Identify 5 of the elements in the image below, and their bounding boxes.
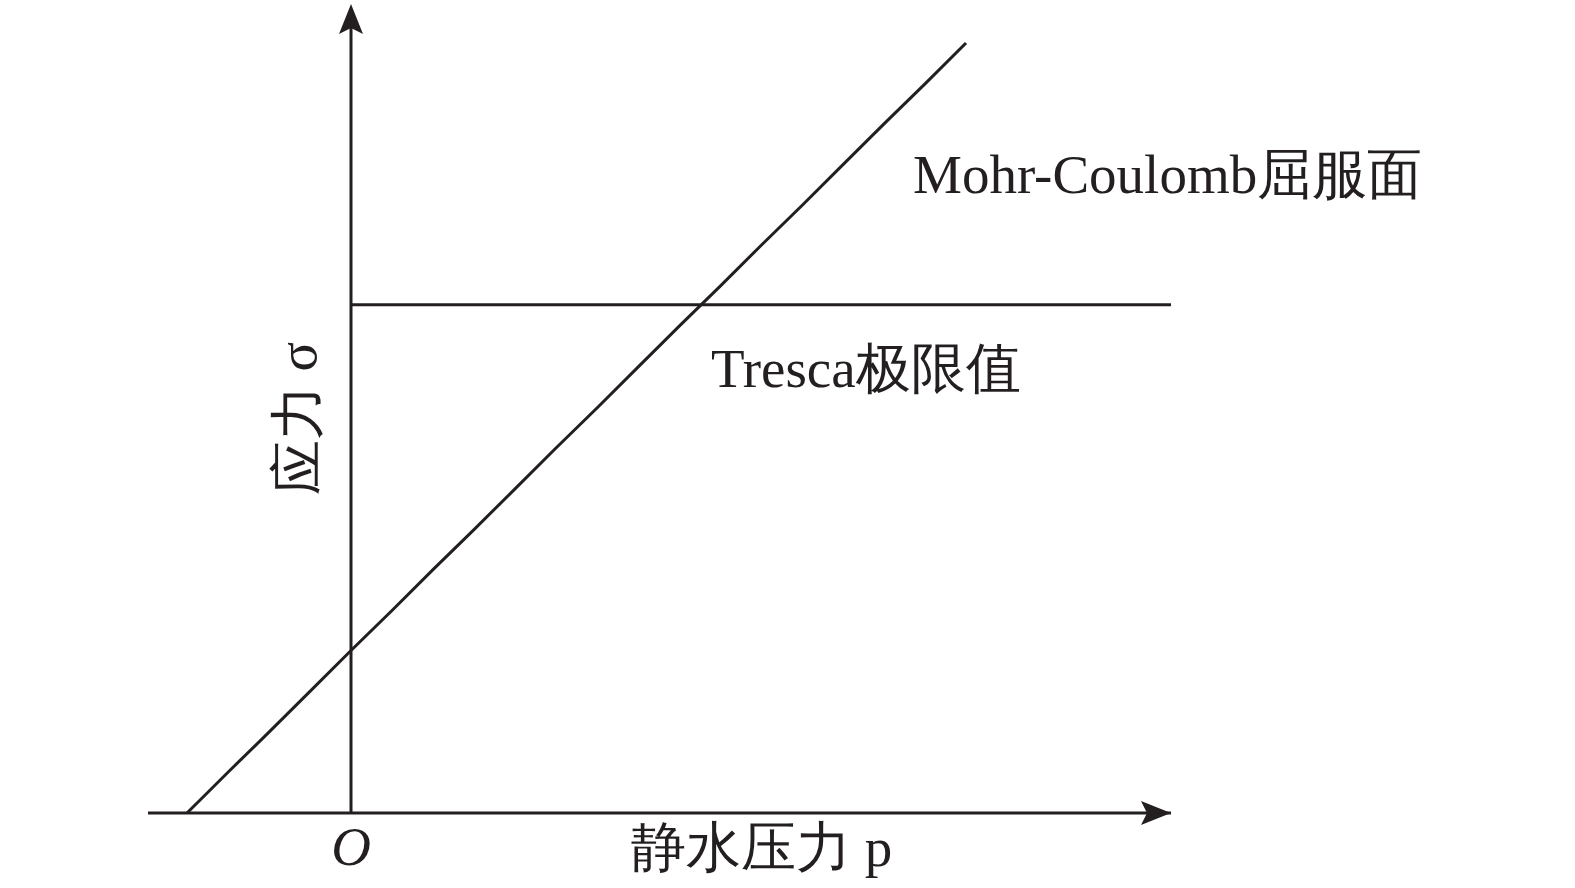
text: O: [331, 816, 371, 877]
series-label: Tresca极限值: [711, 338, 1021, 399]
y-axis-title: 应力 σ: [266, 341, 328, 496]
x-axis-title: 静水压力 p: [630, 816, 893, 878]
series-label: Mohr-Coulomb屈服面: [913, 144, 1423, 205]
